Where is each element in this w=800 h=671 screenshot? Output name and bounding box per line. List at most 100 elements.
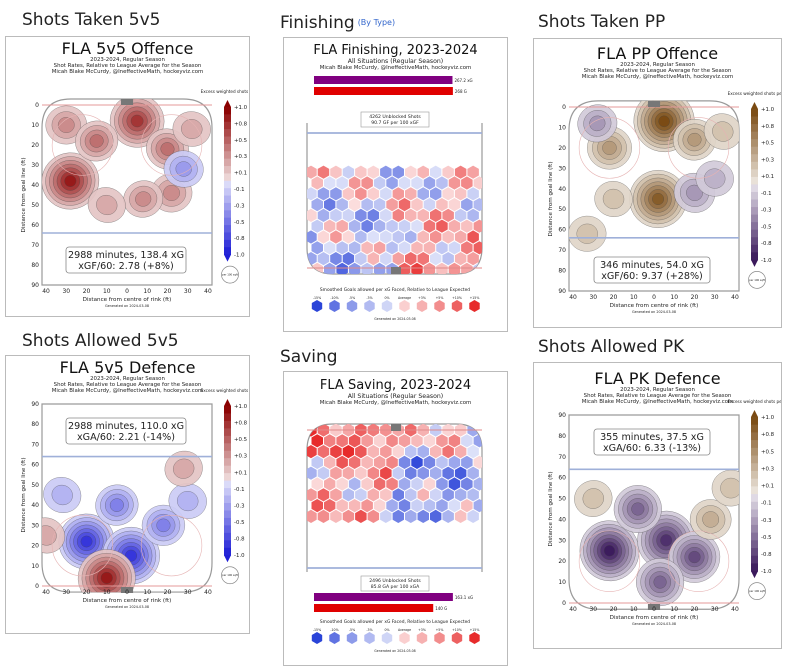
panel-defence-5v5: FLA 5v5 Defence 2023-2024, Regular Season…: [5, 355, 250, 634]
y-tick-label: 80: [31, 421, 39, 428]
density-blob: [594, 181, 633, 217]
x-tick-label: 30: [184, 589, 192, 596]
colorbar-tick: -0.5: [234, 520, 245, 526]
y-tick-label: 20: [558, 145, 566, 152]
generated-note: Generated on 2024-03-08: [374, 649, 415, 653]
legend-hex-label: 0%: [384, 296, 389, 300]
colorbar-tick: +1.0: [761, 107, 775, 113]
legend-hex: [381, 300, 393, 312]
y-tick-label: 90: [31, 401, 39, 408]
density-blob: [42, 152, 100, 210]
colorbar: +1.0 +0.8 +0.5 +0.3 +0.1 -0.1 -0.3 -0.5 -0.8 -1.0…: [728, 399, 781, 579]
goal-net: [120, 587, 134, 593]
bar-goals-label: 140 G: [435, 606, 447, 611]
colorbar-tick: +0.5: [234, 437, 247, 443]
y-tick-label: 70: [31, 242, 39, 249]
colorbar-title: Excess weighted shots per hour: [728, 399, 781, 404]
colorbar-title: Excess weighted shots per hour: [201, 89, 249, 94]
summary-line-2: 90.7 GF per 100 xGF: [371, 120, 419, 126]
legend-hex-label: +3%: [418, 296, 426, 300]
rink-plot: 40 30 20 10 0 10 20 30 400102030405060708090Dist…: [548, 399, 781, 626]
heading-finishing: Finishing (By Type): [280, 13, 395, 33]
density-blob: [703, 113, 739, 150]
x-tick-label: 20: [691, 294, 699, 301]
density-blob: [574, 480, 613, 517]
rink-plot: 40 30 20 10 0 10 20 30 400102030405060708090Dist…: [21, 89, 249, 308]
rates-line: Shot Rates, Relative to League Average f…: [583, 393, 732, 400]
chart-title: FLA Finishing, 2023-2024: [313, 43, 478, 58]
colorbar-tick: +1.0: [234, 404, 248, 410]
legend-hex: [364, 300, 375, 312]
hex-legend-title: Smoothed Goals allowed per xG Faced, Rel…: [320, 287, 470, 293]
bar-xg-label: 267.2 xG: [454, 78, 472, 83]
x-tick-label: 10: [630, 294, 638, 301]
y-tick-label: 60: [558, 227, 566, 234]
x-tick-label: 10: [670, 606, 678, 613]
legend-hex-label: +5%: [436, 296, 444, 300]
density-blob: [123, 180, 164, 218]
y-tick-label: 40: [31, 502, 39, 509]
legend-hex-label: +5%: [436, 628, 444, 632]
chart-header: All Situations (Regular Season) Micah Bla…: [284, 58, 507, 72]
colorbar-tick: +0.8: [761, 124, 775, 130]
axes: 40 30 20 10 0 10 20 30 400102030405060708090Dist…: [548, 104, 739, 314]
density-blob: [689, 499, 732, 540]
goal-net: [120, 99, 134, 105]
stats-line-2: xGA/60: 2.21 (-14%): [77, 432, 175, 443]
y-tick-label: 40: [31, 182, 39, 189]
y-tick-label: 90: [31, 282, 39, 289]
colorbar-tick: -0.5: [761, 224, 772, 230]
legend-hex-label: +15%: [470, 628, 480, 632]
axes: 40 30 20 10 0 10 20 30 400102030405060708090Dist…: [21, 102, 212, 308]
x-tick-label: 30: [62, 589, 70, 596]
legend-hex-label: -3%: [366, 628, 372, 632]
credit-line: Micah Blake McCurdy, @IneffectiveMath, h…: [319, 65, 472, 72]
colorbar-tick: -0.1: [761, 191, 772, 197]
x-tick-label: 40: [569, 606, 577, 613]
colorbar-tick: -1.0: [234, 253, 245, 259]
density-blob: [43, 477, 82, 513]
heading-finishing-text: Finishing: [280, 13, 355, 33]
axes: 40 30 20 10 0 10 20 30 400102030405060708090Dist…: [21, 401, 212, 609]
colorbar-tick: -0.3: [234, 203, 245, 209]
y-tick-label: 70: [558, 247, 566, 254]
y-tick-label: 50: [558, 206, 566, 213]
legend-hex: [346, 632, 358, 644]
colorbar-tick: +0.5: [761, 141, 774, 147]
legend-hex-label: +3%: [418, 628, 426, 632]
stats-line-1: 2988 minutes, 138.4 xG: [68, 250, 184, 261]
y-tick-label: 60: [31, 222, 39, 229]
axes: 40 30 20 10 0 10 20 30 400102030405060708090Dist…: [548, 412, 739, 626]
xg-goals-bars: 267.2 xG 268 G: [314, 76, 473, 95]
colorbar-tick: -0.3: [234, 503, 245, 509]
colorbar-tick: -0.8: [234, 537, 245, 543]
generated-note: Generated on 2024-03-08: [632, 622, 676, 626]
y-tick-label: 60: [31, 462, 39, 469]
y-tick-label: 10: [558, 124, 566, 131]
legend-hex: [311, 300, 323, 312]
unit-badge-label: per 100 sqft: [222, 573, 238, 577]
y-tick-label: 30: [558, 537, 566, 544]
panel-saving: FLA Saving, 2023-2024 All Situations (Reg…: [283, 371, 508, 666]
bar-xg: [314, 593, 453, 601]
x-tick-label: 20: [83, 288, 91, 295]
x-tick-label: 40: [42, 288, 50, 295]
colorbar-tick: -0.8: [761, 552, 772, 558]
contour-layer: [574, 469, 739, 607]
chart-header: 2023-2024, Regular Season Shot Rates, Rel…: [534, 387, 781, 406]
subtitle-line: All Situations (Regular Season): [347, 58, 444, 65]
legend-hex: [329, 300, 340, 312]
generated-note: Generated on 2024-03-08: [374, 317, 415, 321]
stats-line-1: 346 minutes, 54.0 xG: [600, 260, 704, 271]
colorbar: +1.0 +0.8 +0.5 +0.3 +0.1 -0.1 -0.3 -0.5 -0.8 -1.0…: [201, 388, 249, 563]
legend-hex-label: +10%: [452, 296, 462, 300]
x-tick-label: 20: [610, 606, 618, 613]
x-tick-label: 40: [569, 294, 577, 301]
colorbar-tick: -0.1: [234, 487, 245, 493]
